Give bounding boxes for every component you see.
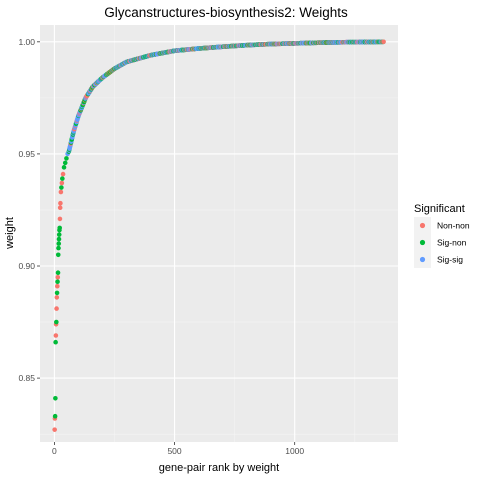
data-point [57, 225, 62, 231]
data-point [58, 200, 63, 206]
data-point [54, 306, 59, 311]
legend-label: Non-non [437, 221, 470, 231]
data-point [53, 339, 58, 345]
x-tick-label: 500 [167, 446, 181, 456]
data-point [54, 290, 60, 296]
y-tick-label: 1.00 [18, 37, 35, 47]
data-point [57, 205, 63, 211]
data-points [52, 39, 386, 432]
major-gridlines [40, 25, 398, 442]
minor-gridlines [40, 25, 398, 442]
y-axis-title: weight [4, 217, 16, 250]
data-point [381, 39, 386, 45]
data-point [55, 279, 60, 285]
data-point [64, 156, 69, 161]
y-tick-label: 0.95 [18, 149, 35, 159]
data-point [52, 427, 57, 432]
x-tick-label: 0 [52, 446, 57, 456]
y-axis-ticks: 0.85 0.90 0.95 1.00 [18, 37, 40, 383]
legend-key-dot [419, 239, 426, 246]
x-axis-title: gene-pair rank by weight [159, 462, 279, 474]
legend-key-dot [419, 256, 426, 263]
data-point [52, 413, 58, 419]
y-tick-label: 0.85 [18, 373, 35, 383]
chart-title: Glycanstructures-biosynthesis2: Weights [104, 5, 348, 20]
data-point [61, 165, 67, 170]
data-point [56, 245, 61, 251]
y-tick-label: 0.90 [18, 261, 35, 271]
data-point [57, 216, 63, 222]
plot-panel [40, 25, 398, 442]
data-point [55, 270, 61, 276]
data-point [56, 232, 62, 237]
data-point [54, 319, 59, 325]
data-point [62, 160, 68, 166]
data-point [55, 283, 60, 289]
data-point [55, 252, 61, 258]
data-point [53, 395, 58, 401]
legend: Significant Non-non Sig-non Sig-sig [414, 203, 470, 268]
data-point [58, 189, 64, 195]
data-point [59, 180, 65, 186]
data-point [54, 295, 60, 300]
data-point [60, 176, 65, 181]
data-point [56, 241, 62, 246]
legend-title: Significant [414, 203, 465, 215]
legend-label: Sig-sig [437, 255, 463, 265]
data-point [56, 236, 62, 242]
x-axis-ticks: 0 500 1000 [52, 442, 304, 456]
x-tick-label: 1000 [285, 446, 304, 456]
data-point [60, 171, 66, 177]
data-point [53, 333, 59, 338]
legend-label: Sig-non [437, 238, 467, 248]
data-point [55, 274, 61, 280]
legend-key-dot [419, 222, 426, 229]
data-point [59, 185, 64, 190]
